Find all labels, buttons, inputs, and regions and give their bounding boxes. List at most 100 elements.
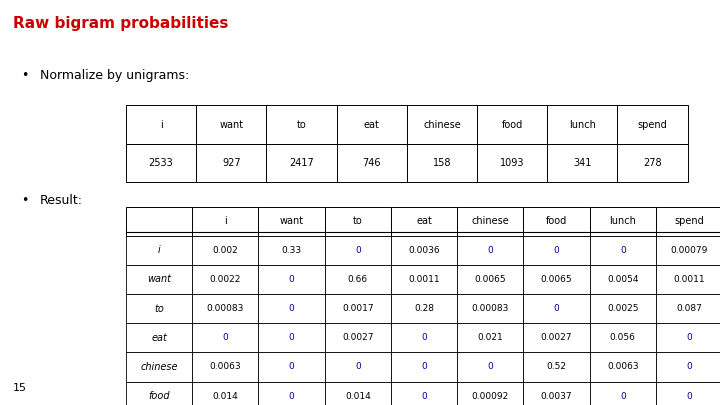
Bar [457, 382, 523, 405]
Text: 0.056: 0.056 [610, 333, 636, 342]
Text: 0.28: 0.28 [414, 304, 434, 313]
Bar [126, 265, 192, 294]
Text: to: to [154, 304, 164, 313]
Bar [523, 352, 590, 382]
Bar [196, 144, 266, 182]
Text: 0.0065: 0.0065 [474, 275, 506, 284]
Text: 2533: 2533 [149, 158, 174, 168]
Bar [336, 144, 407, 182]
Bar [126, 294, 192, 323]
Bar [192, 382, 258, 405]
Text: 0: 0 [421, 333, 427, 342]
Bar [523, 294, 590, 323]
Bar [656, 323, 720, 352]
Bar [590, 265, 656, 294]
Text: 0.0017: 0.0017 [342, 304, 374, 313]
Bar [126, 144, 196, 182]
Bar [258, 294, 325, 323]
Bar [656, 294, 720, 323]
Bar [391, 382, 457, 405]
Bar [523, 236, 590, 265]
Text: 0.0011: 0.0011 [673, 275, 705, 284]
Bar [523, 323, 590, 352]
Text: 0.00079: 0.00079 [670, 246, 708, 255]
Text: food: food [546, 216, 567, 226]
Bar [457, 236, 523, 265]
Bar [391, 294, 457, 323]
Bar [391, 236, 457, 265]
Text: 15: 15 [13, 383, 27, 393]
Text: 0.00092: 0.00092 [472, 392, 509, 401]
Bar [196, 105, 266, 144]
Text: •: • [22, 69, 29, 82]
Bar [325, 236, 391, 265]
Text: i: i [224, 216, 227, 226]
Text: 0: 0 [686, 333, 692, 342]
Text: 0: 0 [421, 392, 427, 401]
Text: 0.0054: 0.0054 [607, 275, 639, 284]
Bar [325, 352, 391, 382]
Bar [126, 236, 192, 265]
Text: 0: 0 [554, 246, 559, 255]
Text: food: food [148, 391, 170, 401]
Bar [590, 236, 656, 265]
Text: spend: spend [674, 216, 704, 226]
Bar [590, 207, 656, 236]
Bar [618, 144, 688, 182]
Text: 0: 0 [421, 362, 427, 371]
Text: eat: eat [151, 333, 167, 343]
Bar [192, 323, 258, 352]
Bar [547, 144, 618, 182]
Text: 2417: 2417 [289, 158, 314, 168]
Text: 0: 0 [620, 392, 626, 401]
Text: 0.00083: 0.00083 [207, 304, 244, 313]
Text: 0.33: 0.33 [282, 246, 302, 255]
Bar [477, 144, 547, 182]
Text: chinese: chinese [140, 362, 178, 372]
Text: 0: 0 [289, 392, 294, 401]
Bar [457, 294, 523, 323]
Bar [523, 265, 590, 294]
Bar [407, 144, 477, 182]
Bar [258, 207, 325, 236]
Text: want: want [279, 216, 304, 226]
Text: 0.021: 0.021 [477, 333, 503, 342]
Bar [325, 294, 391, 323]
Bar [457, 323, 523, 352]
Text: 0.0065: 0.0065 [541, 275, 572, 284]
Text: 0: 0 [554, 304, 559, 313]
Bar [618, 105, 688, 144]
Bar [258, 265, 325, 294]
Text: to: to [353, 216, 363, 226]
Text: 0.014: 0.014 [212, 392, 238, 401]
Bar [656, 352, 720, 382]
Bar [266, 105, 337, 144]
Text: lunch: lunch [609, 216, 636, 226]
Bar [258, 382, 325, 405]
Text: 0: 0 [355, 362, 361, 371]
Bar [192, 236, 258, 265]
Bar [325, 265, 391, 294]
Bar [325, 323, 391, 352]
Bar [192, 265, 258, 294]
Bar [192, 352, 258, 382]
Text: 0: 0 [487, 362, 493, 371]
Text: chinese: chinese [472, 216, 509, 226]
Text: eat: eat [364, 119, 379, 130]
Bar [457, 352, 523, 382]
Text: 0: 0 [222, 333, 228, 342]
Text: 0.0025: 0.0025 [607, 304, 639, 313]
Text: 0.0063: 0.0063 [607, 362, 639, 371]
Text: 0.0022: 0.0022 [210, 275, 241, 284]
Bar [192, 207, 258, 236]
Text: eat: eat [416, 216, 432, 226]
Text: i: i [158, 245, 161, 255]
Text: 0.66: 0.66 [348, 275, 368, 284]
Text: want: want [219, 119, 243, 130]
Text: 0.0027: 0.0027 [541, 333, 572, 342]
Bar [407, 105, 477, 144]
Text: want: want [147, 275, 171, 284]
Text: 158: 158 [433, 158, 451, 168]
Bar [656, 207, 720, 236]
Bar [126, 382, 192, 405]
